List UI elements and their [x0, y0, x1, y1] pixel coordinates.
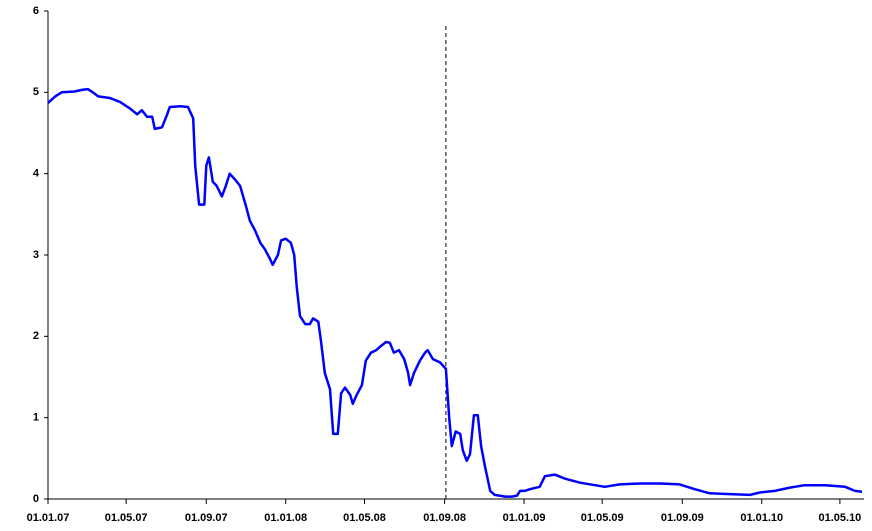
- y-tick-label: 6: [33, 5, 39, 17]
- x-tick-label: 01.05.07: [105, 512, 148, 524]
- x-tick-label: 01.09.09: [661, 512, 704, 524]
- x-tick-label: 01.01.09: [503, 512, 546, 524]
- x-tick-label: 01.05.09: [581, 512, 624, 524]
- x-tick-label: 01.01.08: [264, 512, 307, 524]
- y-tick-label: 1: [33, 412, 39, 424]
- x-tick-label: 01.05.10: [818, 512, 861, 524]
- data-line: [47, 87, 863, 498]
- y-tick-label: 0: [33, 493, 39, 505]
- y-tick-label: 2: [33, 330, 39, 342]
- y-tick-label: 5: [33, 86, 39, 98]
- x-tick-label: 01.09.07: [185, 512, 228, 524]
- x-tick-label: 01.01.07: [27, 512, 70, 524]
- x-tick-label: 01.09.08: [423, 512, 466, 524]
- y-tick-label: 3: [33, 249, 39, 261]
- x-tick-label: 01.05.08: [343, 512, 386, 524]
- x-tick-label: 01.01.10: [740, 512, 783, 524]
- y-tick-label: 4: [33, 168, 40, 180]
